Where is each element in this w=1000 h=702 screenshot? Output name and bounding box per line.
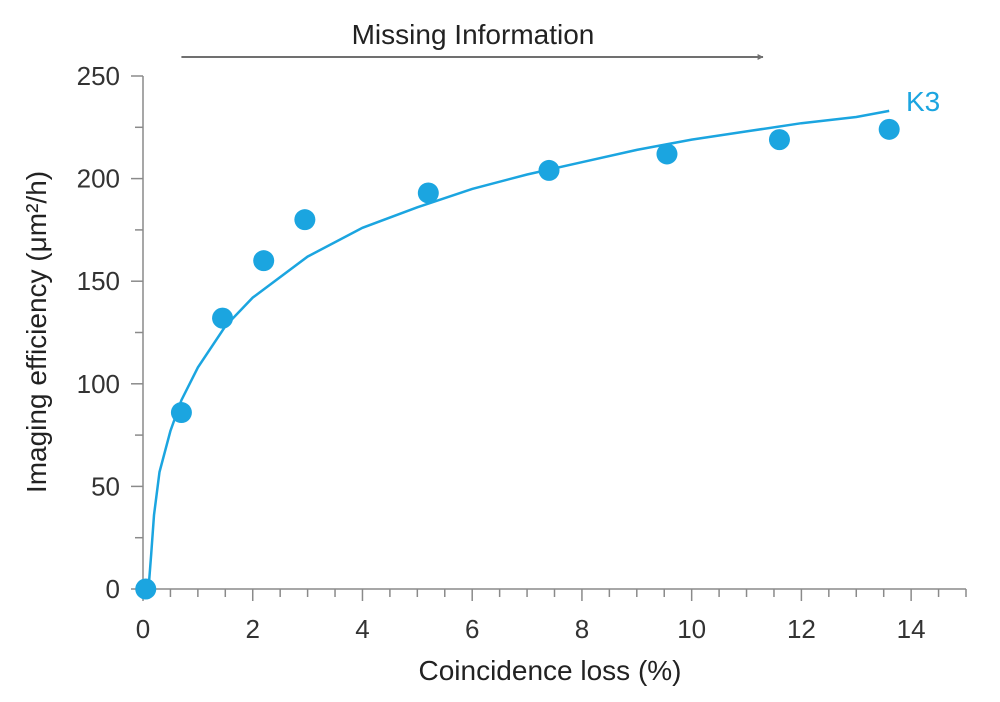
y-tick-label: 100: [77, 369, 120, 399]
k3-data-point: [878, 118, 900, 140]
k3-data-point: [538, 159, 560, 181]
x-axis-title: Coincidence loss (%): [419, 655, 682, 686]
x-tick-label: 0: [136, 614, 150, 644]
k3-data-point: [212, 307, 234, 329]
y-tick-label: 150: [77, 266, 120, 296]
k3-data-points: [135, 118, 900, 600]
x-tick-label: 6: [465, 614, 479, 644]
axes: [142, 76, 966, 590]
x-tick-label: 2: [245, 614, 259, 644]
y-tick-label: 200: [77, 164, 120, 194]
k3-data-point: [294, 209, 316, 231]
x-tick-label: 14: [897, 614, 926, 644]
y-ticks: 0 50 100 150 200 250: [77, 61, 143, 604]
x-tick-label: 10: [677, 614, 706, 644]
y-axis-title: Imaging efficiency (μm²/h): [21, 171, 52, 493]
k3-data-point: [417, 182, 439, 204]
x-tick-label: 12: [787, 614, 816, 644]
x-tick-label: 8: [575, 614, 589, 644]
k3-data-point: [253, 250, 275, 272]
missing-information-annotation: Missing Information: [181, 19, 764, 60]
k3-data-point: [135, 578, 157, 600]
x-tick-label: 4: [355, 614, 369, 644]
annotation-text: Missing Information: [352, 19, 595, 50]
y-tick-label: 250: [77, 61, 120, 91]
y-tick-label: 0: [106, 574, 120, 604]
x-ticks: 0 2 4 6 8 10 12 14: [136, 589, 967, 644]
y-tick-label: 50: [91, 471, 120, 501]
k3-series-label: K3: [906, 86, 940, 117]
k3-fit-curve: [147, 109, 890, 590]
k3-data-point: [656, 143, 678, 165]
k3-data-point: [768, 129, 790, 151]
k3-data-point: [170, 402, 192, 424]
